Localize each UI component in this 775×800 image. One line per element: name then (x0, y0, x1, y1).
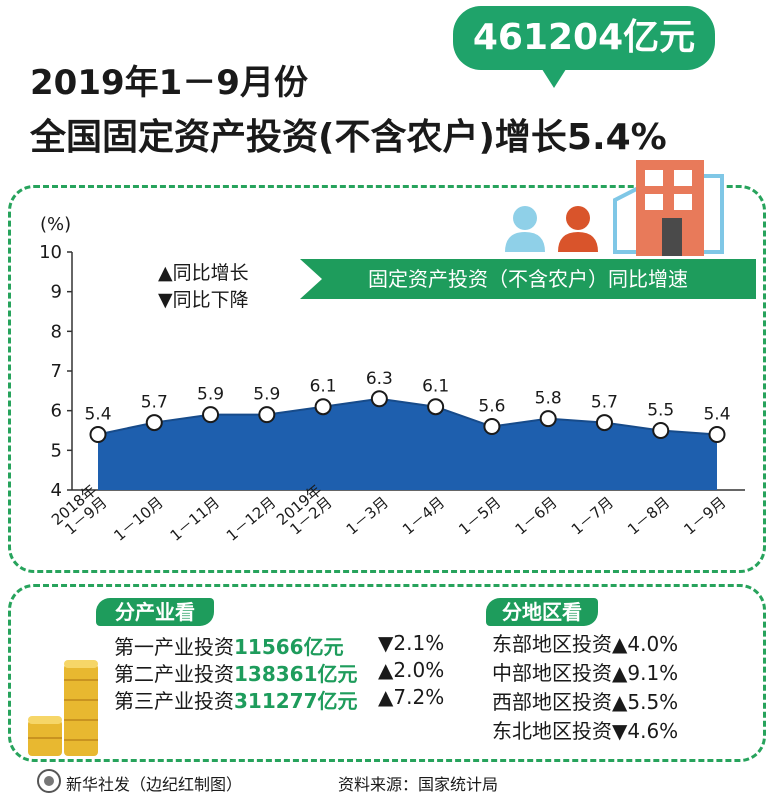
x-tick-label: 1－8月 (624, 493, 673, 538)
data-point (652, 422, 670, 439)
industry-change: ▲7.2% (378, 685, 445, 709)
area-fill (98, 398, 717, 490)
industry-value: 11566亿元 (234, 635, 344, 659)
data-label: 5.9 (253, 385, 280, 405)
data-point (370, 390, 388, 408)
data-point (145, 414, 163, 432)
svg-text:1－12月: 1－12月 (223, 493, 279, 544)
industry-change: ▼2.1% (378, 631, 445, 655)
x-tick-label: 1－11月 (167, 493, 223, 544)
x-tick-label: 1－3月 (343, 493, 392, 538)
industry-change: ▲2.0% (378, 658, 445, 682)
industry-tag: 分产业看 (96, 598, 214, 626)
data-label: 5.5 (647, 401, 674, 421)
data-labels: 5.4 5.7 5.9 5.9 6.1 6.3 6.1 5.6 5.8 5.7 5.5 5.4 (84, 369, 730, 425)
legend-up: ▲同比增长 (158, 262, 249, 284)
point-marks (89, 390, 726, 443)
data-label: 5.4 (84, 404, 111, 424)
svg-text:1－10月: 1－10月 (110, 493, 166, 544)
data-label: 5.9 (197, 385, 224, 405)
title-line-1: 2019年1－9月份 (30, 63, 308, 103)
person-icon-blue (505, 206, 545, 252)
svg-text:1－4月: 1－4月 (399, 493, 448, 538)
chart-banner: 固定资产投资（不含农户）同比增速 (300, 259, 756, 299)
industry-value: 138361亿元 (234, 662, 358, 686)
total-investment-bubble: 461204亿元 (453, 6, 715, 70)
y-tick-label: 9 (51, 282, 62, 303)
x-tick-label: 1－10月 (110, 493, 166, 544)
industry-row: 第一产业投资11566亿元 (114, 631, 344, 660)
x-tick-label: 1－6月 (512, 493, 561, 538)
x-tick-label: 1－4月 (399, 493, 448, 538)
y-tick-label: 5 (51, 440, 62, 461)
svg-text:1－6月: 1－6月 (512, 493, 561, 538)
svg-text:1－8月: 1－8月 (624, 493, 673, 538)
data-point (202, 406, 220, 424)
data-label: 6.3 (366, 369, 393, 389)
data-label: 5.7 (141, 393, 168, 413)
x-tick-label: 1－5月 (455, 493, 504, 538)
person-icon-orange (558, 206, 598, 252)
svg-text:1－5月: 1－5月 (455, 493, 504, 538)
chart-panel (8, 185, 766, 573)
y-tick-label: 7 (51, 361, 62, 382)
industry-row: 第三产业投资311277亿元 (114, 685, 358, 714)
region-row: 西部地区投资▲5.5% (492, 690, 679, 714)
legend-down: ▼同比下降 (158, 289, 249, 311)
data-point (708, 425, 726, 443)
building-icon (613, 160, 724, 256)
data-point (539, 410, 557, 428)
svg-text:1－11月: 1－11月 (167, 493, 223, 544)
source-text: 资料来源：国家统计局 (338, 775, 499, 794)
svg-text:1－3月: 1－3月 (343, 493, 392, 538)
y-tick-label: 8 (51, 321, 62, 342)
region-tag: 分地区看 (486, 598, 598, 626)
industry-name: 第二产业投资 (114, 662, 234, 686)
data-point (483, 418, 501, 436)
breakdown-panel (8, 584, 766, 762)
data-label: 5.8 (535, 389, 562, 409)
region-row: 中部地区投资▲9.1% (492, 661, 679, 685)
data-point (89, 425, 107, 443)
y-tick-label: 10 (39, 242, 62, 263)
x-tick-label: 1－9月 (680, 493, 729, 538)
industry-name: 第三产业投资 (114, 689, 234, 713)
x-tick-label: 1－12月 (223, 493, 279, 544)
data-point (258, 406, 276, 424)
title-line-2: 全国固定资产投资(不含农户)增长5.4% (30, 117, 667, 158)
series-line (97, 397, 718, 436)
coin-stack-icon (28, 660, 98, 756)
data-label: 5.6 (478, 397, 505, 417)
industry-name: 第一产业投资 (114, 635, 234, 659)
bubble-tail (540, 66, 568, 88)
svg-text:1－9月: 1－9月 (680, 493, 729, 538)
area-series (97, 397, 718, 490)
y-axis-label: (%) (40, 214, 71, 235)
region-row: 东北地区投资▼4.6% (492, 719, 679, 743)
x-tick-label: 1－7月 (568, 493, 617, 538)
y-tick-label: 4 (51, 480, 62, 501)
industry-value: 311277亿元 (234, 689, 358, 713)
credit-text: 新华社发（边纪红制图） (66, 775, 243, 794)
data-label: 6.1 (422, 377, 449, 397)
data-point (595, 414, 613, 432)
data-point (314, 398, 332, 416)
svg-text:1－7月: 1－7月 (568, 493, 617, 538)
xinhua-logo (37, 769, 61, 793)
data-label: 5.4 (703, 404, 730, 424)
data-label: 6.1 (310, 377, 337, 397)
y-tick-label: 6 (51, 401, 62, 422)
region-row: 东部地区投资▲4.0% (492, 632, 679, 656)
data-point (427, 398, 445, 416)
data-label: 5.7 (591, 393, 618, 413)
industry-row: 第二产业投资138361亿元 (114, 658, 358, 687)
